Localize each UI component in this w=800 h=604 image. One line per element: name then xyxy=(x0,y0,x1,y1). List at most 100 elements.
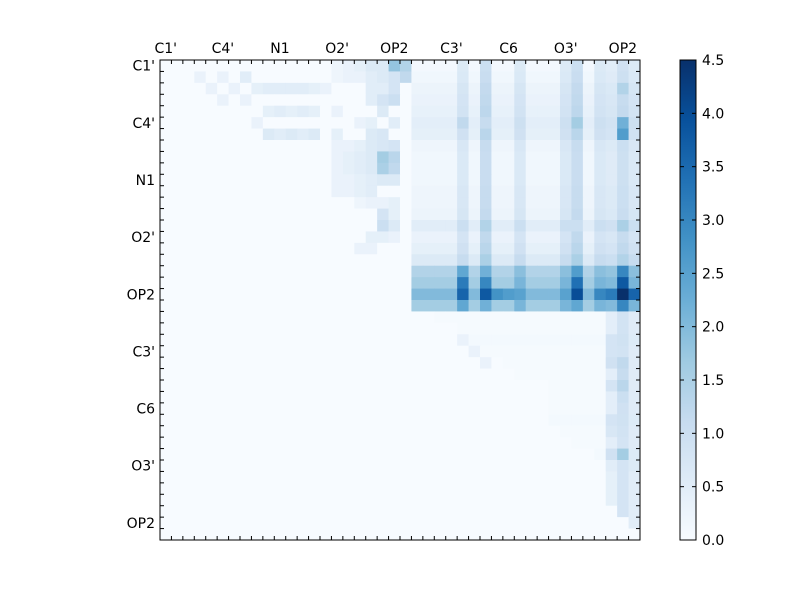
heatmap-cell xyxy=(628,391,641,404)
heatmap-cell xyxy=(560,482,572,495)
y-tick-label: C3' xyxy=(132,344,155,360)
heatmap-cell xyxy=(617,82,629,95)
heatmap-cell xyxy=(228,162,241,175)
heatmap-cell xyxy=(502,242,515,255)
heatmap-cell xyxy=(217,174,229,187)
heatmap-cell xyxy=(468,162,481,175)
heatmap-cell xyxy=(377,60,389,72)
heatmap-cell xyxy=(445,254,458,267)
heatmap-cell xyxy=(434,311,447,324)
heatmap-cell xyxy=(434,242,447,255)
heatmap-cell xyxy=(571,322,584,335)
heatmap-cell xyxy=(194,471,207,484)
heatmap-cell xyxy=(331,60,344,72)
heatmap-cell xyxy=(400,494,412,507)
heatmap-cell xyxy=(617,437,629,449)
heatmap-cell xyxy=(457,528,469,541)
heatmap-cell xyxy=(240,471,252,484)
heatmap-cell xyxy=(205,60,218,72)
heatmap-cell xyxy=(285,254,298,267)
heatmap-cell xyxy=(205,197,218,209)
heatmap-cell xyxy=(308,254,321,267)
heatmap-cell xyxy=(194,128,207,141)
heatmap-cell xyxy=(308,197,321,209)
heatmap-cell xyxy=(274,197,287,209)
heatmap-cell xyxy=(377,311,389,324)
heatmap-cell xyxy=(365,391,378,404)
heatmap-cell xyxy=(491,288,504,301)
heatmap-cell xyxy=(548,117,561,129)
heatmap-cell xyxy=(388,82,401,95)
heatmap-cell xyxy=(377,402,389,415)
x-tick-label: O2' xyxy=(325,41,349,57)
heatmap-cell xyxy=(491,71,504,84)
y-tick-label: C6 xyxy=(136,402,155,418)
heatmap-cell xyxy=(377,391,389,404)
heatmap-cell xyxy=(274,94,287,107)
heatmap-cell xyxy=(274,345,287,358)
heatmap-cell xyxy=(594,197,607,209)
heatmap-cell xyxy=(582,402,595,415)
heatmap-cell xyxy=(182,391,195,404)
heatmap-cell xyxy=(388,151,401,164)
heatmap-cell xyxy=(354,140,367,152)
heatmap-cell xyxy=(285,288,298,301)
heatmap-cell xyxy=(342,482,355,495)
heatmap-cell xyxy=(205,345,218,358)
heatmap-cell xyxy=(240,288,252,301)
heatmap-cell xyxy=(548,220,561,232)
heatmap-cell xyxy=(525,460,538,472)
heatmap-cell xyxy=(617,414,629,427)
heatmap-cell xyxy=(400,460,412,472)
heatmap-cell xyxy=(525,425,538,438)
heatmap-cell xyxy=(240,231,252,244)
heatmap-cell xyxy=(228,242,241,255)
heatmap-cell xyxy=(377,277,389,289)
heatmap-cell xyxy=(422,402,435,415)
heatmap-cell xyxy=(251,60,264,72)
heatmap-cell xyxy=(308,471,321,484)
heatmap-cell xyxy=(411,174,424,187)
heatmap-cell xyxy=(274,414,287,427)
heatmap-cell xyxy=(422,425,435,438)
heatmap-cell xyxy=(605,82,618,95)
heatmap-cell xyxy=(560,208,572,221)
heatmap-cell xyxy=(320,162,332,175)
heatmap-cell xyxy=(171,368,184,381)
heatmap-cell xyxy=(342,231,355,244)
heatmap-cell xyxy=(445,505,458,518)
heatmap-cell xyxy=(331,277,344,289)
heatmap-cell xyxy=(308,311,321,324)
heatmap-cell xyxy=(228,140,241,152)
heatmap-cell xyxy=(605,265,618,278)
heatmap-cell xyxy=(537,380,549,392)
heatmap-cell xyxy=(514,414,527,427)
heatmap-cell xyxy=(548,105,561,118)
heatmap-cell xyxy=(582,288,595,301)
heatmap-cell xyxy=(205,322,218,335)
heatmap-cell xyxy=(297,448,309,461)
heatmap-cell xyxy=(571,345,584,358)
heatmap-cell xyxy=(240,528,252,541)
heatmap-cell xyxy=(411,460,424,472)
heatmap-cell xyxy=(411,345,424,358)
heatmap-cell xyxy=(377,460,389,472)
heatmap-cell xyxy=(228,448,241,461)
heatmap-cell xyxy=(502,494,515,507)
heatmap-cell xyxy=(331,220,344,232)
heatmap-cell xyxy=(628,220,641,232)
heatmap-cell xyxy=(468,437,481,449)
heatmap-cell xyxy=(274,494,287,507)
heatmap-cell xyxy=(422,505,435,518)
heatmap-cell xyxy=(617,380,629,392)
heatmap-cell xyxy=(342,185,355,198)
heatmap-cell xyxy=(182,437,195,449)
x-tick-label: OP2 xyxy=(380,41,408,57)
heatmap-cell xyxy=(274,437,287,449)
heatmap-cell xyxy=(377,254,389,267)
heatmap-cell xyxy=(525,71,538,84)
heatmap-cell xyxy=(388,105,401,118)
heatmap-cell xyxy=(182,140,195,152)
heatmap-cell xyxy=(594,185,607,198)
